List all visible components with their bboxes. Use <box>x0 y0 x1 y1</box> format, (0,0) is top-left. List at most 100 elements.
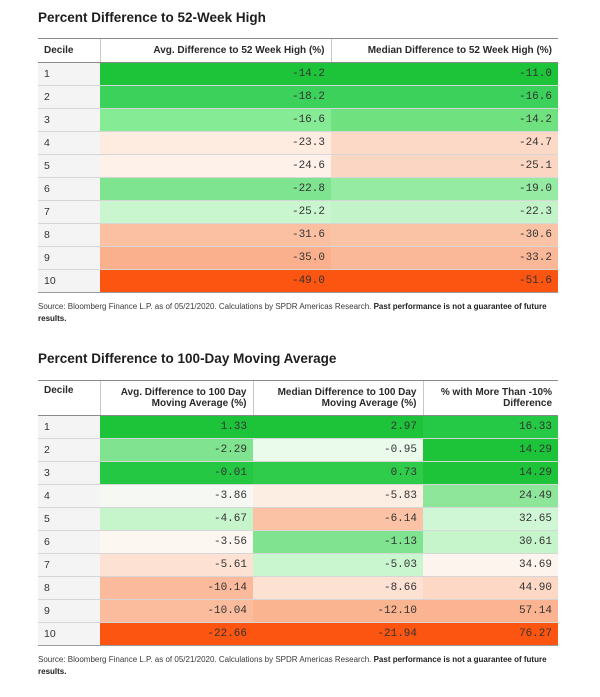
value-cell: -1.13 <box>253 530 423 554</box>
disclaimer-text: Past performance is not a guarantee of f… <box>38 655 547 676</box>
header-avg-diff-100d: Avg. Difference to 100 Day Moving Averag… <box>99 380 253 416</box>
value-cell: -10.04 <box>100 599 253 623</box>
table-row: 1 1.33 2.97 16.33 <box>38 415 558 439</box>
table-2-source-note: Source: Bloomberg Finance L.P. as of 05/… <box>38 654 558 677</box>
table-row: 1 -14.2 -11.0 <box>38 62 558 86</box>
table-header-row: Decile Avg. Difference to 100 Day Moving… <box>38 380 558 416</box>
value-cell: -19.0 <box>331 177 558 201</box>
table-2-body: 1 1.33 2.97 16.33 2 -2.29 -0.95 14.29 3 -0.01 0.73… <box>38 415 558 646</box>
value-cell: -2.29 <box>100 438 253 462</box>
decile-cell: 5 <box>38 507 100 531</box>
value-cell: 76.27 <box>423 622 558 646</box>
decile-cell: 8 <box>38 223 100 247</box>
value-cell: -18.2 <box>100 85 331 109</box>
value-cell: 24.49 <box>423 484 558 508</box>
decile-cell: 1 <box>38 62 100 86</box>
value-cell: -22.3 <box>331 200 558 224</box>
value-cell: 16.33 <box>423 415 558 439</box>
value-cell: -22.8 <box>100 177 331 201</box>
value-cell: 14.29 <box>423 438 558 462</box>
table-row: 6 -3.56 -1.13 30.61 <box>38 530 558 554</box>
decile-cell: 10 <box>38 622 100 646</box>
value-cell: -3.86 <box>100 484 253 508</box>
table-52-week-high: Decile Avg. Difference to 52 Week High (… <box>38 38 558 293</box>
source-text: Source: Bloomberg Finance L.P. as of 05/… <box>38 655 374 664</box>
decile-cell: 5 <box>38 154 100 178</box>
table-row: 2 -2.29 -0.95 14.29 <box>38 438 558 462</box>
value-cell: -10.14 <box>100 576 253 600</box>
table-100-day-ma-section: Percent Difference to 100-Day Moving Ave… <box>38 349 558 677</box>
header-avg-diff-52w: Avg. Difference to 52 Week High (%) <box>99 38 331 63</box>
value-cell: -8.66 <box>253 576 423 600</box>
table-row: 6 -22.8 -19.0 <box>38 177 558 201</box>
header-median-diff-52w: Median Difference to 52 Week High (%) <box>330 38 558 63</box>
table-1-title: Percent Difference to 52-Week High <box>38 10 266 25</box>
decile-cell: 2 <box>38 438 100 462</box>
value-cell: -16.6 <box>100 108 331 132</box>
value-cell: -51.6 <box>331 269 558 293</box>
table-row: 3 -0.01 0.73 14.29 <box>38 461 558 485</box>
value-cell: -16.6 <box>331 85 558 109</box>
value-cell: -14.2 <box>331 108 558 132</box>
value-cell: 14.29 <box>423 461 558 485</box>
decile-cell: 4 <box>38 484 100 508</box>
table-row: 4 -23.3 -24.7 <box>38 131 558 155</box>
value-cell: 44.90 <box>423 576 558 600</box>
value-cell: 0.73 <box>253 461 423 485</box>
value-cell: -0.01 <box>100 461 253 485</box>
value-cell: -21.94 <box>253 622 423 646</box>
value-cell: -31.6 <box>100 223 331 247</box>
table-row: 8 -10.14 -8.66 44.90 <box>38 576 558 600</box>
value-cell: -5.83 <box>253 484 423 508</box>
table-row: 5 -4.67 -6.14 32.65 <box>38 507 558 531</box>
decile-cell: 3 <box>38 108 100 132</box>
value-cell: -24.7 <box>331 131 558 155</box>
decile-cell: 8 <box>38 576 100 600</box>
table-row: 5 -24.6 -25.1 <box>38 154 558 178</box>
value-cell: 1.33 <box>100 415 253 439</box>
value-cell: -22.66 <box>100 622 253 646</box>
value-cell: -25.1 <box>331 154 558 178</box>
decile-cell: 9 <box>38 246 100 270</box>
value-cell: -0.95 <box>253 438 423 462</box>
value-cell: 2.97 <box>253 415 423 439</box>
table-row: 4 -3.86 -5.83 24.49 <box>38 484 558 508</box>
table-row: 8 -31.6 -30.6 <box>38 223 558 247</box>
value-cell: -5.61 <box>100 553 253 577</box>
decile-cell: 6 <box>38 177 100 201</box>
decile-cell: 10 <box>38 269 100 293</box>
table-row: 10 -49.0 -51.6 <box>38 269 558 293</box>
table-100-day-ma: Decile Avg. Difference to 100 Day Moving… <box>38 380 558 646</box>
source-text: Source: Bloomberg Finance L.P. as of 05/… <box>38 302 374 311</box>
value-cell: -5.03 <box>253 553 423 577</box>
table-row: 10 -22.66 -21.94 76.27 <box>38 622 558 646</box>
value-cell: -12.10 <box>253 599 423 623</box>
decile-cell: 3 <box>38 461 100 485</box>
value-cell: 57.14 <box>423 599 558 623</box>
table-row: 9 -35.0 -33.2 <box>38 246 558 270</box>
table-1-body: 1 -14.2 -11.0 2 -18.2 -16.6 3 -16.6 -14.2 4 -23.3-… <box>38 62 558 293</box>
table-row: 2 -18.2 -16.6 <box>38 85 558 109</box>
disclaimer-text: Past performance is not a guarantee of f… <box>38 302 547 323</box>
value-cell: 34.69 <box>423 553 558 577</box>
header-decile: Decile <box>38 38 100 63</box>
table-1-source-note: Source: Bloomberg Finance L.P. as of 05/… <box>38 301 558 324</box>
decile-cell: 9 <box>38 599 100 623</box>
table-row: 9 -10.04 -12.10 57.14 <box>38 599 558 623</box>
decile-cell: 4 <box>38 131 100 155</box>
header-pct-more-than-10: % with More Than -10% Difference <box>422 380 558 416</box>
table-row: 7 -5.61 -5.03 34.69 <box>38 553 558 577</box>
value-cell: -24.6 <box>100 154 331 178</box>
header-median-diff-100d: Median Difference to 100 Day Moving Aver… <box>252 380 423 416</box>
value-cell: -30.6 <box>331 223 558 247</box>
value-cell: -3.56 <box>100 530 253 554</box>
decile-cell: 7 <box>38 553 100 577</box>
value-cell: 30.61 <box>423 530 558 554</box>
value-cell: -35.0 <box>100 246 331 270</box>
table-52-week-high-section: Percent Difference to 52-Week High Decil… <box>38 8 558 324</box>
decile-cell: 7 <box>38 200 100 224</box>
value-cell: -23.3 <box>100 131 331 155</box>
table-2-title: Percent Difference to 100-Day Moving Ave… <box>38 351 337 366</box>
value-cell: -6.14 <box>253 507 423 531</box>
value-cell: -4.67 <box>100 507 253 531</box>
